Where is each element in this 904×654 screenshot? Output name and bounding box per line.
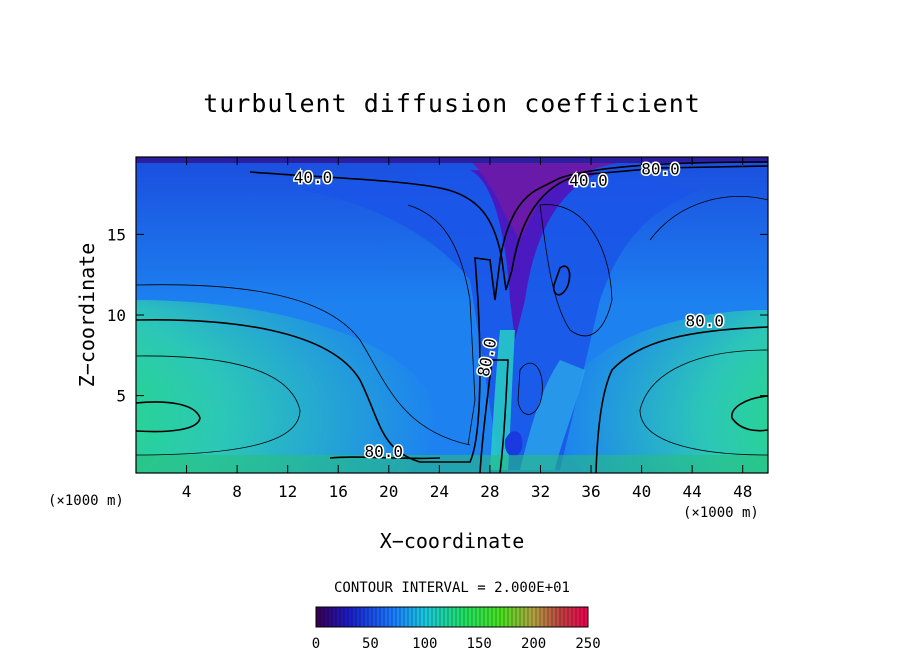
contour-label: 80.0 (364, 442, 403, 461)
x-tick-label: 36 (581, 482, 600, 501)
contour-label: 40.0 (294, 168, 333, 187)
contour-label: 80.0 (686, 311, 725, 330)
x-unit-label-right: (×1000 m) (683, 505, 759, 521)
x-tick-label: 44 (683, 482, 702, 501)
colorbar-ticks: 0 50 100 150 200 250 (312, 636, 601, 652)
colorbar-stripes (315, 607, 585, 627)
x-axis-label: X−coordinate (380, 529, 525, 553)
contour-labels: 40.0 40.080.080.080.080.0 (292, 158, 725, 462)
contour-lines (136, 161, 768, 473)
x-tick-label: 4 (182, 482, 192, 501)
y-tick-label: 10 (107, 306, 126, 325)
y-tick-label: 15 (107, 225, 126, 244)
colorbar-tick-label: 250 (575, 636, 600, 652)
x-tick-label: 40 (632, 482, 651, 501)
x-tick-label: 28 (480, 482, 499, 501)
x-axis: 4 8 12 16 20 24 28 32 36 40 44 48 (182, 157, 752, 501)
chart-title: turbulent diffusion coefficient (203, 89, 701, 118)
contour-label: 40.0 (569, 171, 608, 190)
colorbar-frame (315, 606, 589, 628)
colorbar: 0 50 100 150 200 250 (312, 606, 601, 652)
contour-label: 80.0 (641, 160, 680, 179)
x-tick-label: 24 (430, 482, 449, 501)
colorbar-tick-label: 0 (312, 636, 320, 652)
x-tick-label: 32 (531, 482, 550, 501)
y-tick-label: 5 (116, 387, 126, 406)
y-axis: 5 10 15 (107, 225, 768, 406)
colorbar-tick-label: 200 (521, 636, 546, 652)
x-tick-label: 12 (278, 482, 297, 501)
x-unit-label: (×1000 m) (48, 493, 124, 509)
x-tick-label: 8 (232, 482, 242, 501)
x-tick-label: 16 (329, 482, 348, 501)
x-tick-label: 48 (733, 482, 752, 501)
colorbar-tick-label: 50 (362, 636, 379, 652)
x-tick-label: 20 (379, 482, 398, 501)
y-axis-label: Z−coordinate (75, 243, 99, 388)
colorbar-tick-label: 150 (467, 636, 492, 652)
contour-interval-text: CONTOUR INTERVAL = 2.000E+01 (334, 580, 570, 596)
colorbar-tick-label: 100 (412, 636, 437, 652)
